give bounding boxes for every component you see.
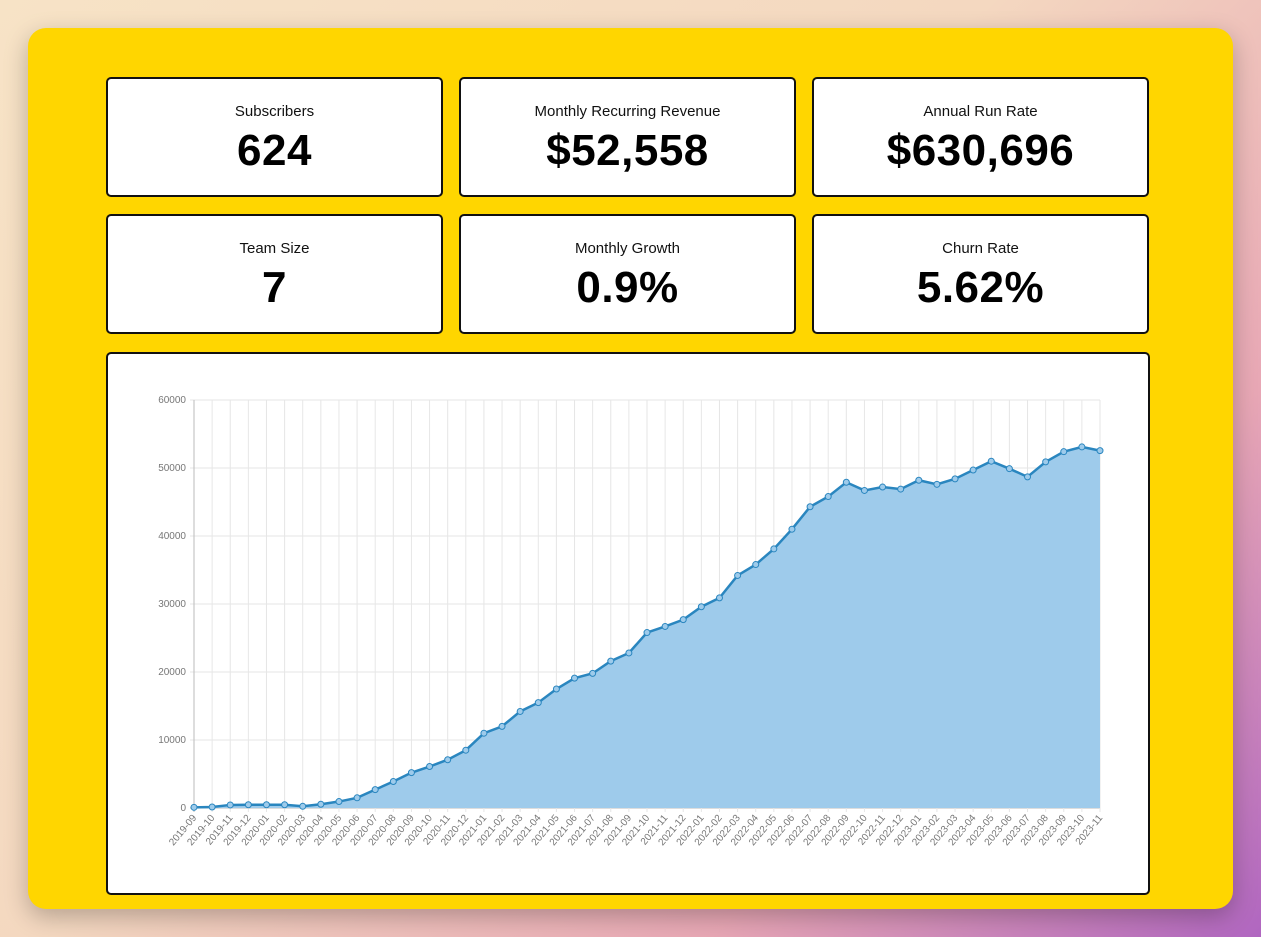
- data-point: [679, 616, 687, 624]
- stat-value: $52,558: [546, 126, 709, 175]
- data-point: [552, 685, 560, 693]
- data-point: [969, 466, 977, 474]
- data-point: [407, 769, 415, 777]
- data-point: [1096, 447, 1104, 455]
- area-fill: [194, 446, 1100, 808]
- stat-card-team-size: Team Size 7: [106, 214, 443, 334]
- data-point: [987, 457, 995, 465]
- y-tick-label: 40000: [158, 531, 186, 542]
- data-point: [770, 545, 778, 553]
- data-point: [752, 561, 760, 569]
- stat-label: Churn Rate: [942, 240, 1019, 257]
- y-tick-label: 0: [180, 803, 186, 814]
- data-point: [589, 669, 597, 677]
- data-point: [462, 746, 470, 754]
- stat-value: 7: [262, 263, 287, 312]
- data-point: [299, 802, 307, 810]
- data-point: [534, 699, 542, 707]
- data-point: [444, 756, 452, 764]
- data-point: [226, 801, 234, 809]
- data-point: [697, 603, 705, 611]
- stat-card-churn-rate: Churn Rate 5.62%: [812, 214, 1149, 334]
- data-point: [715, 594, 723, 602]
- data-point: [933, 480, 941, 488]
- stat-card-mrr: Monthly Recurring Revenue $52,558: [459, 77, 796, 197]
- stat-value: 624: [237, 126, 312, 175]
- data-point: [353, 794, 361, 802]
- data-point: [897, 485, 905, 493]
- mrr-chart-card: 0 10000 20000 30000 40000 50000 60000 2019-09 20…: [106, 352, 1150, 895]
- data-point: [824, 493, 832, 501]
- data-point: [426, 763, 434, 771]
- stat-card-arr: Annual Run Rate $630,696: [812, 77, 1149, 197]
- mrr-area-chart: 01000020000300004000050000600002019-0920…: [158, 395, 1105, 848]
- data-point: [317, 800, 325, 808]
- data-point: [788, 525, 796, 533]
- data-point: [480, 729, 488, 737]
- stat-label: Subscribers: [234, 103, 315, 120]
- stat-card-monthly-growth: Monthly Growth 0.9%: [459, 214, 796, 334]
- data-point: [516, 707, 524, 715]
- y-tick-label: 20000: [158, 667, 186, 678]
- y-tick-label: 60000: [158, 395, 186, 406]
- data-point: [879, 483, 887, 491]
- data-point: [262, 801, 270, 809]
- stat-value: $630,696: [886, 126, 1075, 175]
- stat-value: 0.9%: [576, 263, 679, 312]
- data-point: [860, 486, 868, 494]
- stat-label: Team Size: [239, 240, 310, 257]
- data-point: [915, 476, 923, 484]
- data-point: [734, 571, 742, 579]
- y-tick-label: 50000: [158, 463, 186, 474]
- data-point: [1042, 458, 1050, 466]
- data-point: [389, 777, 397, 785]
- data-point: [607, 657, 615, 665]
- data-point: [571, 674, 579, 682]
- stat-label: Monthly Growth: [574, 240, 681, 257]
- data-point: [806, 503, 814, 511]
- data-point: [1060, 448, 1068, 456]
- data-point: [244, 801, 252, 809]
- data-point: [643, 629, 651, 637]
- data-point: [625, 649, 633, 657]
- data-point: [842, 478, 850, 486]
- data-point: [1005, 465, 1013, 473]
- stat-label: Annual Run Rate: [923, 103, 1038, 120]
- stat-label: Monthly Recurring Revenue: [534, 103, 721, 120]
- dashboard-panel: Subscribers 624 Monthly Recurring Revenu…: [28, 28, 1233, 909]
- data-point: [190, 803, 198, 811]
- data-point: [281, 801, 289, 809]
- stat-value: 5.62%: [916, 263, 1045, 312]
- stat-card-subscribers: Subscribers 624: [106, 77, 443, 197]
- data-point: [335, 798, 343, 806]
- data-point: [498, 722, 506, 730]
- data-point: [208, 803, 216, 811]
- data-point: [1024, 473, 1032, 481]
- data-point: [661, 622, 669, 630]
- data-point: [951, 475, 959, 483]
- data-point: [1078, 443, 1086, 451]
- data-point: [371, 786, 379, 794]
- y-tick-label: 30000: [158, 599, 186, 610]
- y-tick-label: 10000: [158, 735, 186, 746]
